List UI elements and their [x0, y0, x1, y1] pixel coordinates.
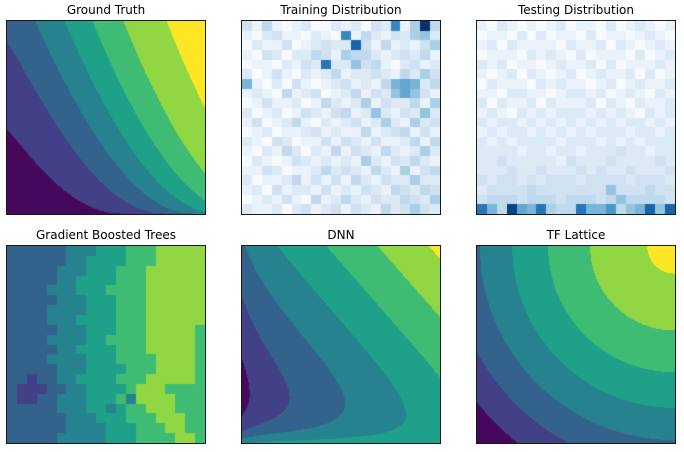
title-tf-lattice: TF Lattice: [546, 228, 606, 242]
title-ground-truth: Ground Truth: [66, 3, 146, 17]
dnn-contour-plot: [241, 245, 441, 444]
title-training-distribution: Training Distribution: [280, 3, 402, 17]
title-gradient-boosted-trees: Gradient Boosted Trees: [36, 228, 176, 242]
tf-lattice-contour-plot: [476, 245, 676, 444]
title-dnn: DNN: [327, 228, 355, 242]
training-distribution-heatmap: [241, 20, 441, 215]
testing-distribution-heatmap: [476, 20, 676, 215]
gradient-boosted-trees-contour-plot: [6, 245, 206, 444]
ground-truth-contour-plot: [6, 20, 206, 215]
title-testing-distribution: Testing Distribution: [517, 3, 634, 17]
